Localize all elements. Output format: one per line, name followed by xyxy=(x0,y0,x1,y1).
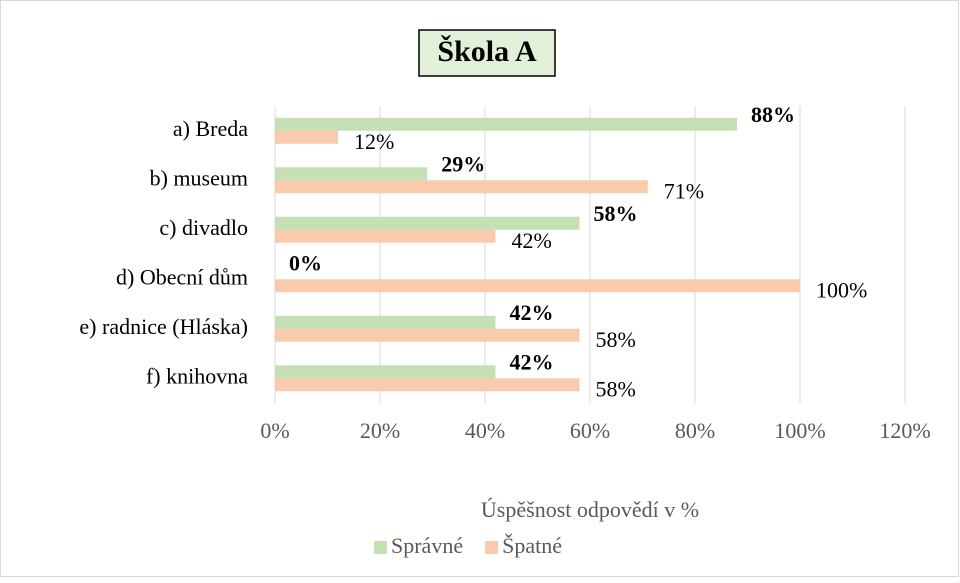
bar xyxy=(275,279,800,293)
title-box xyxy=(418,29,556,77)
data-label: 42% xyxy=(510,300,554,325)
bar xyxy=(275,117,737,131)
legend-swatch xyxy=(374,541,387,554)
y-tick-label: e) radnice (Hláska) xyxy=(79,314,248,339)
data-label: 100% xyxy=(816,277,867,302)
data-label: 0% xyxy=(289,250,322,275)
y-tick-label: b) museum xyxy=(150,165,248,190)
data-label: 58% xyxy=(596,376,636,401)
y-tick-label: c) divadlo xyxy=(159,215,248,240)
bar xyxy=(275,130,338,144)
x-tick-label: 40% xyxy=(465,418,505,443)
legend-swatch xyxy=(485,541,499,554)
x-tick-label: 120% xyxy=(879,418,930,443)
bar xyxy=(275,315,496,329)
legend-label: Správné xyxy=(391,533,463,558)
bar xyxy=(275,378,580,392)
x-tick-label: 20% xyxy=(360,418,400,443)
bar xyxy=(275,167,428,181)
bar xyxy=(275,180,648,194)
bar xyxy=(275,328,580,342)
data-label: 42% xyxy=(510,349,554,374)
y-tick-label: a) Breda xyxy=(173,116,248,141)
data-label: 12% xyxy=(354,129,394,154)
y-tick-label: d) Obecní dům xyxy=(116,264,248,289)
data-label: 42% xyxy=(512,228,552,253)
axis-title: Úspěšnost odpovědí v % xyxy=(481,497,699,522)
data-label: 88% xyxy=(751,102,795,127)
bar xyxy=(275,365,496,379)
x-tick-label: 80% xyxy=(675,418,715,443)
bar xyxy=(275,229,496,243)
y-tick-label: f) knihovna xyxy=(146,363,248,388)
chart-title: Škola A xyxy=(437,35,537,68)
legend-label: Špatné xyxy=(502,533,562,558)
data-label: 29% xyxy=(441,151,485,176)
bar xyxy=(275,216,580,230)
data-label: 58% xyxy=(596,327,636,352)
x-tick-label: 0% xyxy=(260,418,289,443)
data-label: 71% xyxy=(664,178,704,203)
x-tick-label: 60% xyxy=(570,418,610,443)
data-label: 58% xyxy=(594,201,638,226)
x-tick-label: 100% xyxy=(774,418,825,443)
